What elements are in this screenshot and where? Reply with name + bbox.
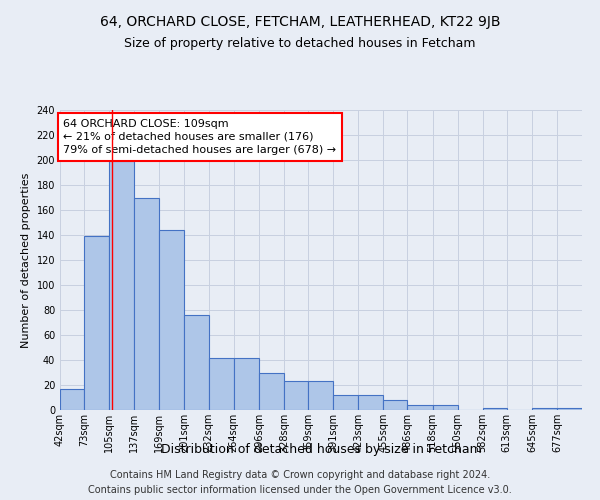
Bar [383, 400, 407, 410]
Bar [234, 358, 259, 410]
Bar [333, 395, 358, 410]
Bar [160, 230, 184, 410]
Bar [109, 161, 134, 410]
Text: 64, ORCHARD CLOSE, FETCHAM, LEATHERHEAD, KT22 9JB: 64, ORCHARD CLOSE, FETCHAM, LEATHERHEAD,… [100, 15, 500, 29]
Bar [308, 381, 333, 410]
Bar [482, 408, 507, 410]
Bar [407, 405, 433, 410]
Bar [284, 381, 308, 410]
Bar [433, 405, 458, 410]
Bar [557, 408, 582, 410]
Bar [184, 315, 209, 410]
Text: Contains HM Land Registry data © Crown copyright and database right 2024.: Contains HM Land Registry data © Crown c… [110, 470, 490, 480]
Bar [84, 236, 109, 410]
Text: Size of property relative to detached houses in Fetcham: Size of property relative to detached ho… [124, 38, 476, 51]
Y-axis label: Number of detached properties: Number of detached properties [21, 172, 31, 348]
Text: Contains public sector information licensed under the Open Government Licence v3: Contains public sector information licen… [88, 485, 512, 495]
Bar [532, 408, 557, 410]
Text: 64 ORCHARD CLOSE: 109sqm
← 21% of detached houses are smaller (176)
79% of semi-: 64 ORCHARD CLOSE: 109sqm ← 21% of detach… [63, 118, 336, 155]
Text: Distribution of detached houses by size in Fetcham: Distribution of detached houses by size … [161, 442, 481, 456]
Bar [60, 389, 84, 410]
Bar [259, 372, 284, 410]
Bar [209, 358, 234, 410]
Bar [134, 198, 160, 410]
Bar [358, 395, 383, 410]
